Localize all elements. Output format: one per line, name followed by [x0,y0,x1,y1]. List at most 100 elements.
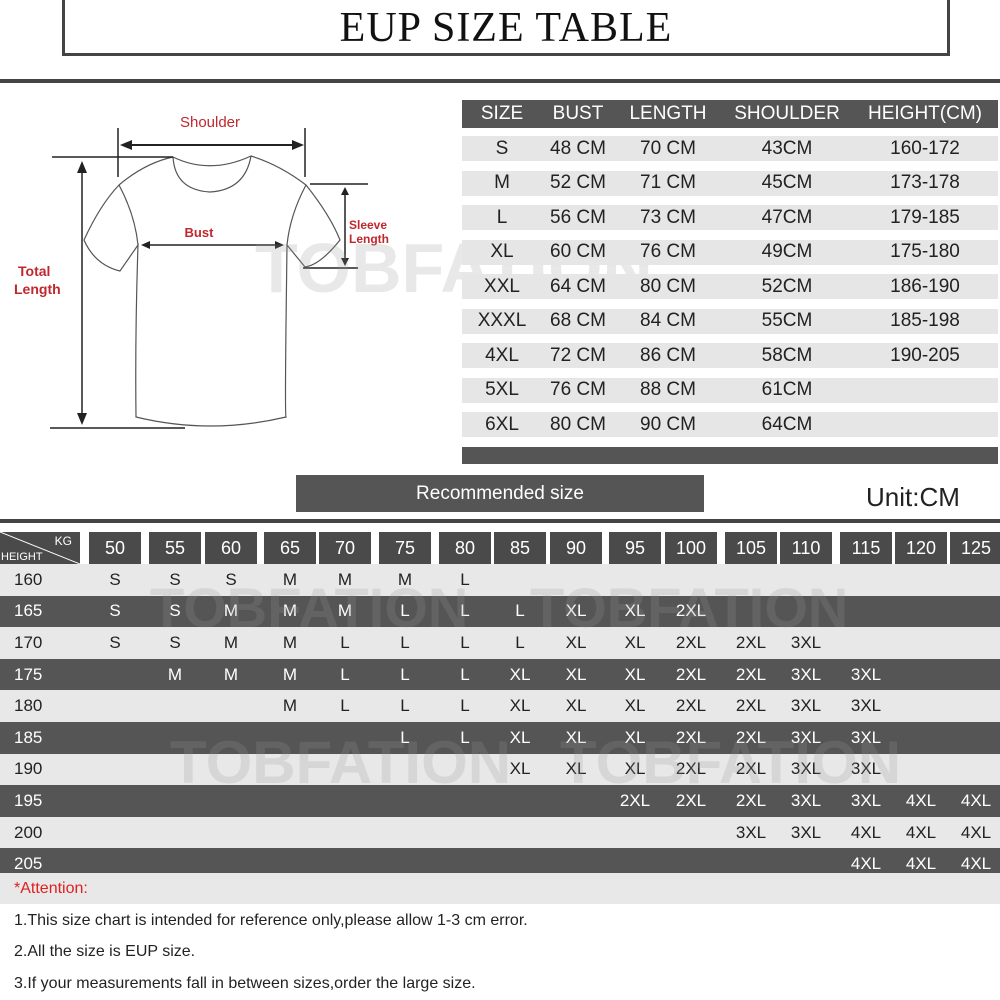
size-cell: XL [565,664,587,684]
cell: 90 CM [640,413,696,435]
size-table-row: XXL 64 CM 80 CM 52CM 186-190 [462,274,998,299]
grid-row: 165 S S M M M L L L XL XL 2XL [0,595,1000,628]
weight-header: 120 [895,532,947,564]
weight-header: 90 [550,532,602,564]
height-value: 180 [14,696,43,716]
cell: 48 CM [550,137,606,159]
cell: 56 CM [550,206,606,228]
size-table-row: M 52 CM 71 CM 45CM 173-178 [462,170,998,196]
size-cell: M [282,632,298,652]
size-cell: M [282,664,298,684]
size-cell: 2XL [735,727,767,747]
cell: HEIGHT(CM) [868,103,982,124]
weight-header: 55 [149,532,201,564]
size-cell: XL [624,696,646,716]
total-length-label-1: Total [18,263,50,279]
size-cell: XL [624,664,646,684]
cell: 43CM [761,137,813,159]
attention-text: *Attention: [14,880,88,897]
height-value: 190 [14,759,43,779]
cell: 47CM [761,206,813,228]
cell: SIZE [480,103,524,124]
size-cell: 3XL [790,790,822,810]
cell: 80 CM [550,413,606,435]
size-table-header: SIZE BUST LENGTH SHOULDER HEIGHT(CM) [462,100,998,128]
size-cell: M [337,569,353,589]
cell: 4XL [485,344,519,366]
size-cell: 3XL [850,664,882,684]
cell: 58CM [761,344,813,366]
size-cell: S [169,632,181,652]
note-1: 1.This size chart is intended for refere… [14,912,528,929]
size-cell: 2XL [735,696,767,716]
cell: 70 CM [640,137,696,159]
divider [0,519,1000,523]
size-cell: 3XL [735,822,767,842]
size-cell: 4XL [960,790,992,810]
grid-row: 180 M L L L XL XL XL 2XL 2XL 3XL 3XL [0,690,1000,722]
cell: 6XL [485,413,519,435]
size-cell: M [282,601,298,621]
shoulder-label: Shoulder [180,114,240,131]
size-cell: 4XL [905,790,937,810]
cell: 73 CM [640,206,696,228]
height-value: 195 [14,790,43,810]
note-3: 3.If your measurements fall in between s… [14,975,476,992]
note-2: 2.All the size is EUP size. [14,943,196,960]
size-cell: 4XL [850,822,882,842]
weight-header: 125 [950,532,1000,564]
divider [0,79,1000,83]
size-cell: 2XL [735,790,767,810]
size-cell: L [460,601,470,621]
cell: 86 CM [640,344,696,366]
size-cell: 3XL [790,696,822,716]
size-cell: L [515,601,525,621]
size-cell: L [460,569,470,589]
size-cell: L [515,632,525,652]
size-table-row: 5XL 76 CM 88 CM 61CM [462,377,998,403]
size-cell: XL [624,727,646,747]
size-cell: 3XL [790,632,822,652]
size-table-row: 6XL 80 CM 90 CM 64CM [462,412,998,437]
size-cell: XL [565,727,587,747]
cell: 52CM [761,275,813,297]
size-cell: 2XL [675,727,707,747]
weight-header: 115 [840,532,892,564]
cell: 64CM [761,413,813,435]
size-cell: 3XL [850,696,882,716]
grid-row: 185 L L XL XL XL 2XL 2XL 3XL 3XL [0,722,1000,754]
height-label: HEIGHT [1,551,43,563]
cell: 49CM [761,241,813,262]
cell: 61CM [761,379,813,400]
cell: 173-178 [890,172,960,193]
sleeve-label-2: Length [349,232,389,246]
size-cell: M [223,632,239,652]
size-cell: XL [624,601,646,621]
page-title: EUP SIZE TABLE [62,0,950,56]
cell: 76 CM [550,379,606,400]
size-cell: XL [565,759,587,779]
size-cell: 2XL [675,759,707,779]
height-value: 175 [14,664,43,684]
grid-row: 190 XL XL XL 2XL 2XL 3XL 3XL [0,753,1000,786]
size-cell: 2XL [619,790,651,810]
cell: 72 CM [550,344,606,366]
weight-header: 85 [494,532,546,564]
size-cell: 2XL [675,632,707,652]
size-cell: 2XL [735,759,767,779]
size-cell: 4XL [960,854,992,874]
cell: 45CM [761,172,813,193]
cell: 179-185 [890,206,960,228]
size-cell: 3XL [850,790,882,810]
cell: 175-180 [890,241,960,262]
attention-heading: *Attention: [0,873,1000,904]
weight-header: 105 [725,532,777,564]
size-cell: 2XL [675,601,707,621]
size-cell: XL [509,664,531,684]
size-table-row: 4XL 72 CM 86 CM 58CM 190-205 [462,343,998,368]
cell: S [495,137,509,159]
cell: 84 CM [640,310,696,331]
cell: 68 CM [550,310,606,331]
cell: 88 CM [640,379,696,400]
height-value: 165 [14,601,43,621]
